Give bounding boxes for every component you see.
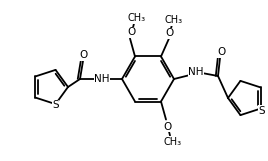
Text: O: O: [80, 50, 88, 60]
Text: O: O: [128, 28, 136, 38]
Text: S: S: [258, 106, 265, 116]
Text: CH₃: CH₃: [165, 15, 183, 25]
Text: O: O: [166, 28, 174, 38]
Text: NH: NH: [188, 67, 204, 77]
Text: O: O: [217, 47, 225, 57]
Text: O: O: [164, 122, 172, 132]
Text: CH₃: CH₃: [128, 14, 146, 24]
Text: NH: NH: [94, 74, 110, 84]
Text: S: S: [52, 100, 59, 110]
Text: CH₃: CH₃: [164, 137, 182, 147]
